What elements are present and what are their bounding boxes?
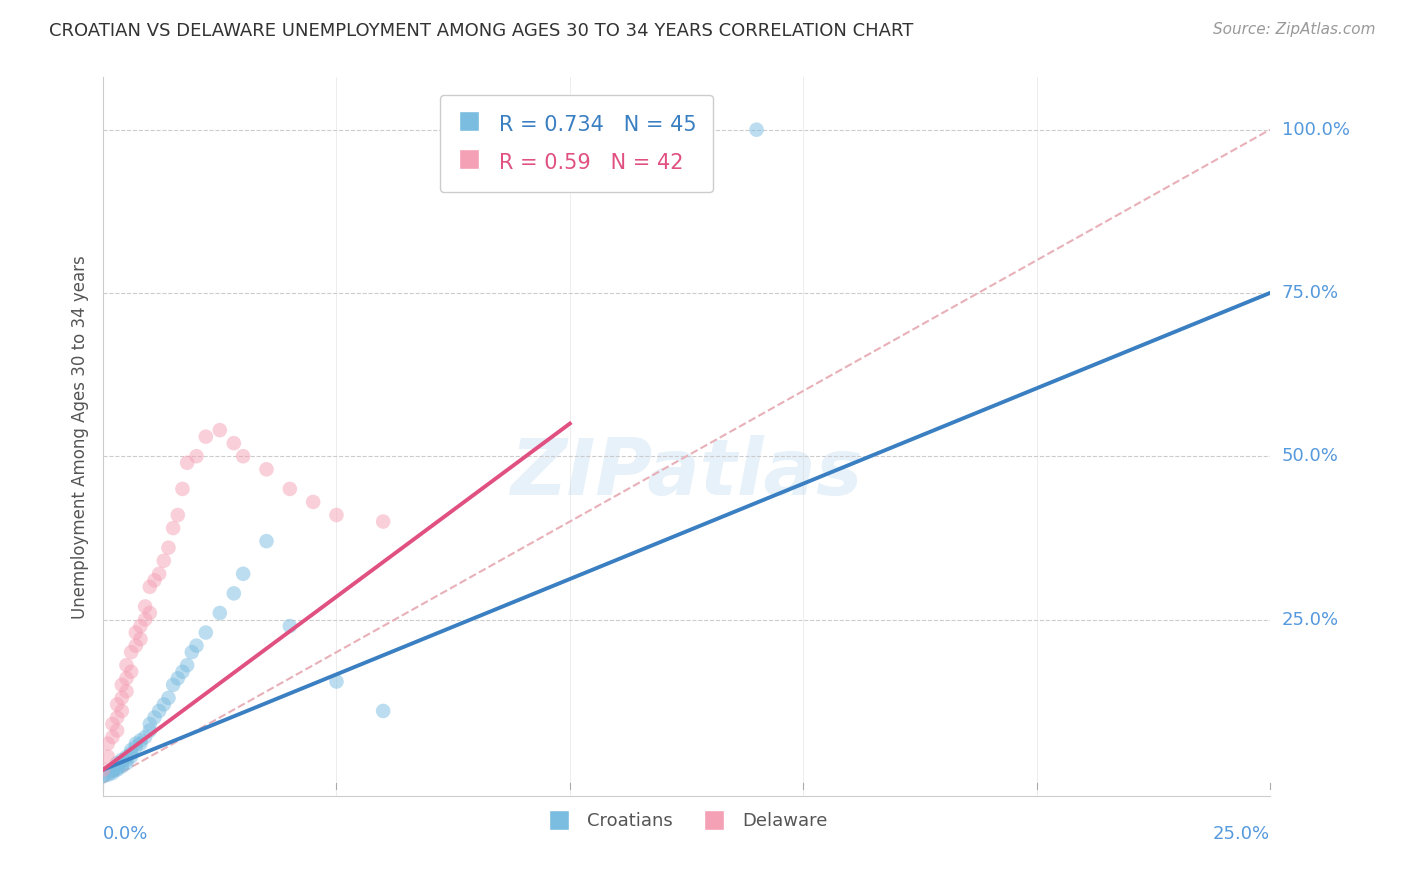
Point bbox=[172, 665, 194, 679]
Point bbox=[166, 508, 188, 522]
Text: 50.0%: 50.0% bbox=[1282, 447, 1339, 466]
Point bbox=[256, 534, 278, 549]
Point bbox=[148, 566, 170, 581]
Point bbox=[111, 678, 134, 692]
Point bbox=[134, 613, 156, 627]
Point bbox=[115, 684, 138, 698]
Point bbox=[97, 737, 120, 751]
Point bbox=[222, 586, 245, 600]
Point bbox=[125, 625, 148, 640]
Text: 25.0%: 25.0% bbox=[1213, 824, 1270, 843]
Point bbox=[97, 749, 120, 764]
Point bbox=[125, 737, 148, 751]
Point bbox=[125, 639, 148, 653]
Point bbox=[194, 625, 217, 640]
Point bbox=[120, 743, 142, 757]
Text: 75.0%: 75.0% bbox=[1282, 284, 1339, 302]
Point bbox=[208, 423, 231, 437]
Point bbox=[208, 606, 231, 620]
Point bbox=[139, 723, 162, 738]
Point bbox=[745, 122, 768, 136]
Text: ZIPatlas: ZIPatlas bbox=[510, 434, 863, 510]
Point bbox=[120, 749, 142, 764]
Point bbox=[166, 671, 188, 685]
Text: Source: ZipAtlas.com: Source: ZipAtlas.com bbox=[1212, 22, 1375, 37]
Point bbox=[91, 769, 114, 783]
Point bbox=[105, 756, 128, 771]
Point bbox=[153, 698, 176, 712]
Point bbox=[222, 436, 245, 450]
Point bbox=[157, 541, 180, 555]
Text: 25.0%: 25.0% bbox=[1282, 610, 1339, 629]
Point bbox=[157, 690, 180, 705]
Point bbox=[176, 456, 198, 470]
Point bbox=[101, 730, 124, 744]
Point bbox=[373, 704, 395, 718]
Point bbox=[325, 508, 347, 522]
Point bbox=[105, 710, 128, 724]
Point bbox=[115, 753, 138, 767]
Point bbox=[111, 690, 134, 705]
Point bbox=[120, 645, 142, 659]
Text: 0.0%: 0.0% bbox=[103, 824, 149, 843]
Point bbox=[91, 763, 114, 777]
Point bbox=[111, 753, 134, 767]
Point bbox=[111, 704, 134, 718]
Point bbox=[111, 759, 134, 773]
Point bbox=[101, 764, 124, 778]
Point bbox=[373, 515, 395, 529]
Point bbox=[111, 756, 134, 771]
Point bbox=[139, 580, 162, 594]
Point bbox=[186, 639, 208, 653]
Point bbox=[162, 678, 184, 692]
Point bbox=[143, 710, 166, 724]
Point bbox=[115, 658, 138, 673]
Point bbox=[129, 733, 152, 747]
Point bbox=[180, 645, 202, 659]
Point bbox=[105, 759, 128, 773]
Point bbox=[105, 698, 128, 712]
Y-axis label: Unemployment Among Ages 30 to 34 years: Unemployment Among Ages 30 to 34 years bbox=[72, 255, 89, 618]
Legend: Croatians, Delaware: Croatians, Delaware bbox=[538, 805, 834, 837]
Point bbox=[302, 495, 325, 509]
Point bbox=[134, 730, 156, 744]
Point bbox=[101, 717, 124, 731]
Point bbox=[120, 665, 142, 679]
Text: 100.0%: 100.0% bbox=[1282, 120, 1350, 138]
Point bbox=[232, 449, 254, 463]
Point bbox=[115, 671, 138, 685]
Point bbox=[101, 766, 124, 780]
Point bbox=[278, 482, 301, 496]
Point bbox=[162, 521, 184, 535]
Point bbox=[325, 674, 347, 689]
Point bbox=[172, 482, 194, 496]
Point bbox=[134, 599, 156, 614]
Point bbox=[176, 658, 198, 673]
Point bbox=[153, 554, 176, 568]
Point bbox=[97, 766, 120, 780]
Point bbox=[105, 761, 128, 775]
Point bbox=[129, 619, 152, 633]
Point bbox=[278, 619, 301, 633]
Text: CROATIAN VS DELAWARE UNEMPLOYMENT AMONG AGES 30 TO 34 YEARS CORRELATION CHART: CROATIAN VS DELAWARE UNEMPLOYMENT AMONG … bbox=[49, 22, 914, 40]
Point bbox=[105, 763, 128, 777]
Point bbox=[115, 756, 138, 771]
Point bbox=[139, 717, 162, 731]
Point bbox=[186, 449, 208, 463]
Point bbox=[143, 574, 166, 588]
Point bbox=[232, 566, 254, 581]
Point bbox=[125, 739, 148, 754]
Point bbox=[129, 737, 152, 751]
Point bbox=[97, 768, 120, 782]
Point bbox=[256, 462, 278, 476]
Point bbox=[194, 430, 217, 444]
Point bbox=[129, 632, 152, 646]
Point bbox=[105, 723, 128, 738]
Point bbox=[148, 704, 170, 718]
Point bbox=[115, 749, 138, 764]
Point bbox=[101, 763, 124, 777]
Point bbox=[139, 606, 162, 620]
Point bbox=[120, 747, 142, 761]
